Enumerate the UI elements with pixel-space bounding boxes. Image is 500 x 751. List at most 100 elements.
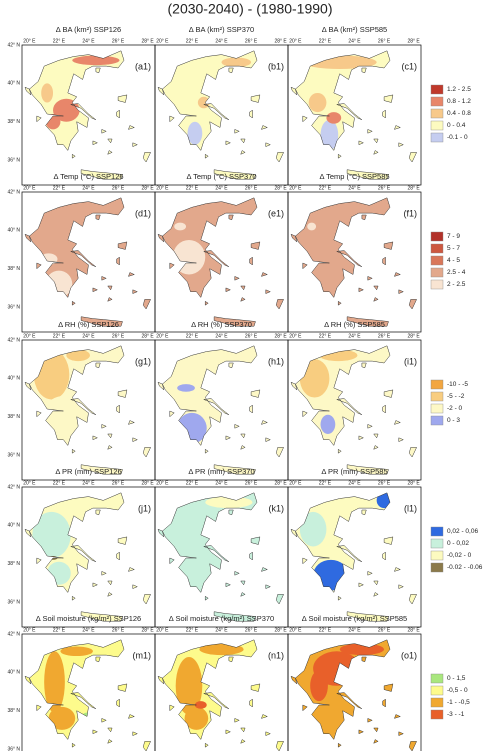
longitude-tick: 22° E bbox=[53, 333, 66, 339]
coast bbox=[383, 683, 394, 692]
longitude-tick: 20° E bbox=[23, 185, 36, 191]
longitude-tick: 24° E bbox=[82, 185, 95, 191]
coast bbox=[290, 528, 298, 538]
coast bbox=[250, 389, 261, 398]
coast bbox=[250, 241, 261, 250]
longitude-tick: 22° E bbox=[186, 480, 199, 486]
panel-label: (g1) bbox=[135, 356, 151, 366]
panel-title: Δ BA (km²) SSP370 bbox=[189, 25, 254, 34]
coast bbox=[336, 545, 363, 563]
legend-swatch bbox=[430, 697, 444, 708]
coast bbox=[127, 125, 135, 130]
coast bbox=[117, 241, 128, 250]
latitude-tick: 36° N bbox=[7, 599, 20, 605]
legend-swatch bbox=[430, 132, 444, 143]
latitude-tick: 36° N bbox=[7, 746, 20, 751]
longitude-tick: 24° E bbox=[215, 38, 228, 44]
coast bbox=[116, 109, 120, 119]
coast bbox=[169, 410, 175, 418]
coast bbox=[228, 656, 234, 663]
latitude-tick: 38° N bbox=[7, 414, 20, 420]
coast bbox=[132, 289, 138, 294]
longitude-tick: 26° E bbox=[378, 185, 391, 191]
coast bbox=[408, 299, 417, 310]
latitude-tick: 40° N bbox=[7, 670, 20, 676]
region bbox=[320, 414, 336, 434]
coast bbox=[290, 86, 298, 96]
legend-swatch bbox=[430, 538, 444, 549]
coast bbox=[116, 404, 120, 414]
coast bbox=[95, 214, 101, 221]
region bbox=[199, 643, 244, 656]
coast bbox=[71, 742, 76, 748]
legend-swatch bbox=[430, 267, 444, 278]
coast bbox=[260, 125, 268, 130]
coast bbox=[162, 345, 258, 447]
coast bbox=[29, 345, 125, 447]
legend-label: -0.1 - 0 bbox=[447, 134, 468, 141]
coast bbox=[203, 545, 230, 563]
coast bbox=[275, 594, 284, 605]
panel-label: (f1) bbox=[404, 208, 418, 218]
coast bbox=[116, 551, 120, 561]
longitude-tick: 20° E bbox=[289, 627, 302, 633]
coast bbox=[36, 115, 42, 123]
coast bbox=[225, 287, 232, 293]
coast bbox=[107, 445, 113, 450]
longitude-tick: 28° E bbox=[141, 480, 154, 486]
coast bbox=[157, 528, 165, 538]
coast bbox=[249, 109, 253, 119]
longitude-tick: 26° E bbox=[112, 38, 125, 44]
longitude-tick: 26° E bbox=[245, 185, 258, 191]
legend-label: 0.8 - 1.2 bbox=[447, 98, 471, 105]
coast bbox=[383, 389, 394, 398]
coast bbox=[398, 731, 404, 736]
coast bbox=[92, 140, 99, 146]
coast bbox=[367, 571, 373, 576]
longitude-tick: 28° E bbox=[274, 333, 287, 339]
region bbox=[32, 511, 71, 558]
coast bbox=[162, 197, 258, 299]
coast bbox=[169, 262, 175, 270]
coast bbox=[92, 435, 99, 441]
coast bbox=[24, 86, 32, 96]
legend-label: 5 - 7 bbox=[447, 245, 460, 252]
panel-label: (j1) bbox=[138, 503, 151, 513]
panel-frame bbox=[287, 191, 422, 333]
coast bbox=[142, 447, 151, 458]
panel-label: (a1) bbox=[135, 61, 151, 71]
coast bbox=[336, 103, 363, 121]
coast bbox=[29, 50, 125, 152]
coast bbox=[382, 256, 386, 266]
longitude-tick: 22° E bbox=[53, 185, 66, 191]
legend-swatch bbox=[430, 391, 444, 402]
coast bbox=[337, 595, 342, 601]
coast bbox=[234, 424, 240, 429]
coast bbox=[107, 285, 113, 291]
longitude-tick: 28° E bbox=[407, 333, 420, 339]
coast bbox=[240, 433, 246, 439]
panel-frame bbox=[287, 339, 422, 481]
map bbox=[290, 197, 417, 327]
coast bbox=[295, 50, 391, 152]
coast bbox=[117, 94, 128, 103]
coast bbox=[346, 611, 389, 622]
legend-swatch bbox=[430, 562, 444, 573]
longitude-tick: 28° E bbox=[141, 333, 154, 339]
coast bbox=[249, 551, 253, 561]
coast bbox=[127, 420, 135, 425]
legend-label: -5 - -2 bbox=[447, 393, 465, 400]
coast bbox=[107, 138, 113, 144]
coast bbox=[295, 345, 391, 447]
coast bbox=[260, 420, 268, 425]
coast bbox=[240, 580, 246, 586]
region bbox=[221, 57, 252, 68]
coast bbox=[169, 115, 175, 123]
coast bbox=[240, 727, 246, 733]
legend-label: -0,02 - 0 bbox=[447, 552, 472, 559]
coast bbox=[302, 262, 308, 270]
coast bbox=[29, 492, 125, 594]
longitude-tick: 20° E bbox=[156, 480, 169, 486]
longitude-tick: 26° E bbox=[245, 480, 258, 486]
latitude-tick: 42° N bbox=[7, 484, 20, 490]
